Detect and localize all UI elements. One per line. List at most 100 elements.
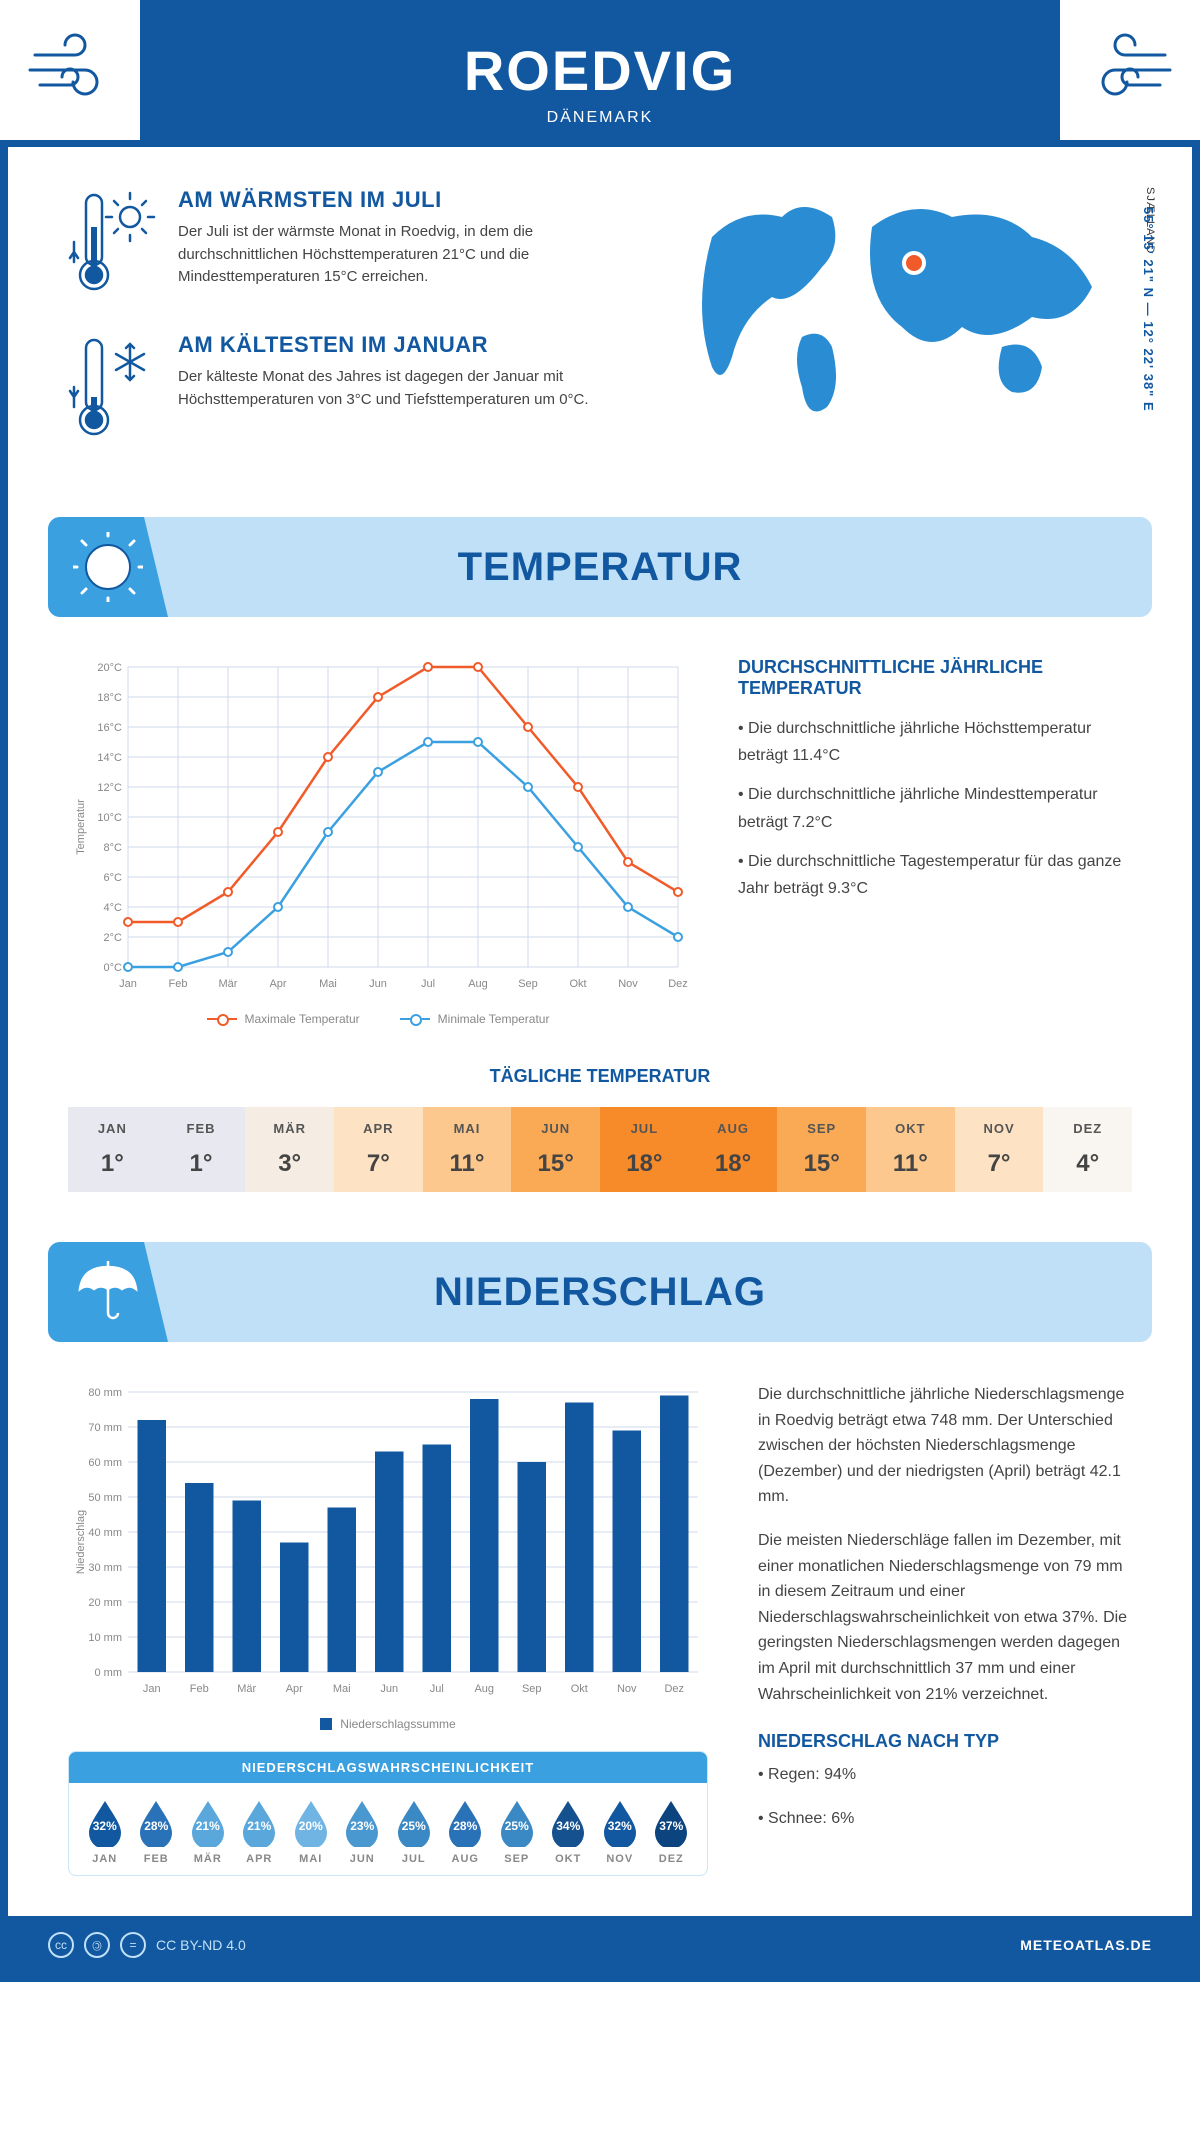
chart-legend: .legend-item:nth-child(1) .legend-swatch… — [68, 1012, 688, 1026]
precipitation-probability: NIEDERSCHLAGSWAHRSCHEINLICHKEIT 32%JAN28… — [68, 1751, 708, 1876]
svg-text:Okt: Okt — [571, 1683, 588, 1695]
country-label: DÄNEMARK — [8, 109, 1192, 127]
temp-bullet: • Die durchschnittliche jährliche Höchst… — [738, 715, 1132, 769]
temp-cell: NOV7° — [955, 1107, 1044, 1192]
prob-cell: 28%FEB — [131, 1799, 183, 1865]
svg-text:Dez: Dez — [664, 1683, 684, 1695]
svg-text:20°C: 20°C — [97, 662, 122, 674]
svg-text:Feb: Feb — [190, 1683, 209, 1695]
precip-text: Die meisten Niederschläge fallen im Deze… — [758, 1528, 1132, 1707]
svg-text:16°C: 16°C — [97, 722, 122, 734]
svg-text:Nov: Nov — [618, 978, 638, 990]
temp-cell: OKT11° — [866, 1107, 955, 1192]
svg-text:Temperatur: Temperatur — [75, 799, 87, 855]
thermometer-cold-icon — [68, 332, 158, 447]
svg-text:Aug: Aug — [468, 978, 488, 990]
temp-cell: AUG18° — [689, 1107, 778, 1192]
svg-text:70 mm: 70 mm — [88, 1422, 122, 1434]
svg-text:4°C: 4°C — [104, 902, 123, 914]
svg-text:Sep: Sep — [518, 978, 538, 990]
thermometer-hot-icon — [68, 187, 158, 302]
svg-text:20 mm: 20 mm — [88, 1597, 122, 1609]
svg-text:Sep: Sep — [522, 1683, 542, 1695]
temperature-chart: 0°C2°C4°C6°C8°C10°C12°C14°C16°C18°C20°CJ… — [68, 657, 688, 1026]
temp-bullet: • Die durchschnittliche jährliche Mindes… — [738, 781, 1132, 835]
license-text: CC BY-ND 4.0 — [156, 1937, 246, 1953]
precip-type: • Regen: 94% — [758, 1762, 1132, 1788]
svg-text:10 mm: 10 mm — [88, 1632, 122, 1644]
svg-text:8°C: 8°C — [104, 842, 123, 854]
prob-cell: 34%OKT — [543, 1799, 595, 1865]
temp-cell: MÄR3° — [245, 1107, 334, 1192]
svg-text:0°C: 0°C — [104, 962, 123, 974]
warmest-fact: AM WÄRMSTEN IM JULI Der Juli ist der wär… — [68, 187, 652, 302]
svg-text:0 mm: 0 mm — [95, 1667, 123, 1679]
temp-cell: JUL18° — [600, 1107, 689, 1192]
svg-text:Nov: Nov — [617, 1683, 637, 1695]
prob-cell: 21%MÄR — [182, 1799, 234, 1865]
footer: cc 🄯 = CC BY-ND 4.0 METEOATLAS.DE — [8, 1916, 1192, 1974]
svg-text:Apr: Apr — [286, 1683, 303, 1695]
svg-text:60 mm: 60 mm — [88, 1457, 122, 1469]
chart-legend: Niederschlagssumme — [68, 1717, 708, 1731]
coldest-fact: AM KÄLTESTEN IM JANUAR Der kälteste Mona… — [68, 332, 652, 447]
nd-icon: = — [120, 1932, 146, 1958]
svg-text:12°C: 12°C — [97, 782, 122, 794]
svg-text:Mär: Mär — [219, 978, 238, 990]
svg-text:Jan: Jan — [119, 978, 137, 990]
prob-cell: 25%SEP — [491, 1799, 543, 1865]
prob-cell: 32%JAN — [79, 1799, 131, 1865]
svg-text:Mai: Mai — [319, 978, 337, 990]
temp-cell: MAI11° — [423, 1107, 512, 1192]
umbrella-icon — [48, 1242, 168, 1342]
prob-cell: 23%JUN — [337, 1799, 389, 1865]
precip-text: Die durchschnittliche jährliche Niedersc… — [758, 1382, 1132, 1510]
wind-icon — [1060, 0, 1200, 140]
svg-text:18°C: 18°C — [97, 692, 122, 704]
temp-cell: APR7° — [334, 1107, 423, 1192]
svg-text:Niederschlag: Niederschlag — [75, 1510, 87, 1574]
coldest-title: AM KÄLTESTEN IM JANUAR — [178, 332, 652, 358]
world-map-icon — [692, 187, 1132, 432]
site-name: METEOATLAS.DE — [1020, 1937, 1152, 1953]
legend-min: Minimale Temperatur — [438, 1012, 550, 1026]
svg-text:Jan: Jan — [143, 1683, 161, 1695]
temp-cell: SEP15° — [777, 1107, 866, 1192]
temp-bullet: • Die durchschnittliche Tagestemperatur … — [738, 848, 1132, 902]
svg-text:Dez: Dez — [668, 978, 688, 990]
svg-text:Feb: Feb — [169, 978, 188, 990]
prob-cell: 32%NOV — [594, 1799, 646, 1865]
daily-temperature: TÄGLICHE TEMPERATUR JAN1°FEB1°MÄR3°APR7°… — [8, 1066, 1192, 1242]
precip-type-title: NIEDERSCHLAG NACH TYP — [758, 1731, 1132, 1752]
svg-text:Mär: Mär — [237, 1683, 256, 1695]
svg-text:2°C: 2°C — [104, 932, 123, 944]
wind-icon — [0, 0, 140, 140]
prob-cell: 37%DEZ — [646, 1799, 698, 1865]
svg-text:50 mm: 50 mm — [88, 1492, 122, 1504]
prob-cell: 28%AUG — [440, 1799, 492, 1865]
legend-max: Maximale Temperatur — [245, 1012, 360, 1026]
by-icon: 🄯 — [84, 1932, 110, 1958]
temp-cell: DEZ4° — [1043, 1107, 1132, 1192]
svg-text:30 mm: 30 mm — [88, 1562, 122, 1574]
coordinates: 55° 15' 21" N — 12° 22' 38" E — [1141, 207, 1156, 412]
svg-text:40 mm: 40 mm — [88, 1527, 122, 1539]
svg-text:10°C: 10°C — [97, 812, 122, 824]
prob-cell: 20%MAI — [285, 1799, 337, 1865]
prob-title: NIEDERSCHLAGSWAHRSCHEINLICHKEIT — [69, 1752, 707, 1783]
warmest-text: Der Juli ist der wärmste Monat in Roedvi… — [178, 221, 652, 289]
temperature-section-header: TEMPERATUR — [48, 517, 1152, 617]
cc-icon: cc — [48, 1932, 74, 1958]
prob-cell: 25%JUL — [388, 1799, 440, 1865]
header: ROEDVIG DÄNEMARK — [8, 8, 1192, 147]
precipitation-chart: 0 mm 10 mm 20 mm 30 mm 40 mm 50 mm 60 mm 70 mm 8… — [68, 1382, 708, 1731]
temperature-info: DURCHSCHNITTLICHE JÄHRLICHE TEMPERATUR •… — [738, 657, 1132, 1026]
svg-text:6°C: 6°C — [104, 872, 123, 884]
precipitation-info: Die durchschnittliche jährliche Niedersc… — [758, 1382, 1132, 1876]
sun-icon — [48, 517, 168, 617]
svg-text:80 mm: 80 mm — [88, 1387, 122, 1399]
coldest-text: Der kälteste Monat des Jahres ist dagege… — [178, 366, 652, 411]
legend-precip: Niederschlagssumme — [340, 1717, 455, 1731]
svg-text:Okt: Okt — [569, 978, 586, 990]
temp-cell: JAN1° — [68, 1107, 157, 1192]
